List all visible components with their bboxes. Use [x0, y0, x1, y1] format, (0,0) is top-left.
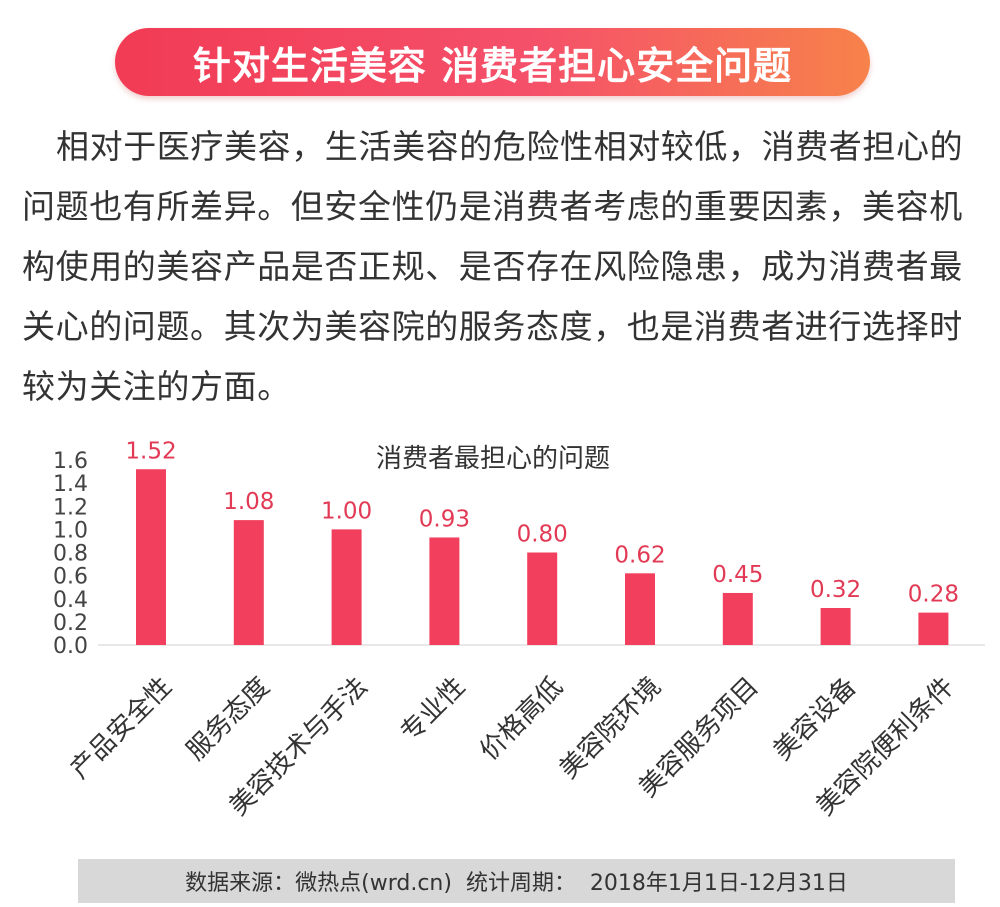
bar	[918, 612, 949, 645]
y-tick-label: 0.6	[53, 565, 88, 590]
y-tick-label: 0.4	[53, 588, 88, 613]
data-label: 1.52	[125, 438, 176, 464]
bar	[136, 469, 166, 645]
y-tick-label: 1.6	[53, 449, 88, 474]
data-label: 0.80	[517, 522, 568, 548]
x-tick-label: 服务态度	[181, 672, 276, 767]
bar	[820, 608, 851, 645]
x-tick-label: 价格高低	[474, 672, 569, 767]
bar	[233, 520, 264, 645]
bar	[625, 573, 655, 645]
y-tick-label: 0.0	[53, 634, 88, 659]
data-label: 0.32	[810, 577, 861, 603]
x-tick-label: 专业性	[395, 672, 471, 748]
bar	[331, 529, 362, 645]
data-label: 0.93	[419, 506, 470, 532]
source-footer: 数据来源：微热点(wrd.cn) 统计周期： 2018年1月1日-12月31日	[78, 859, 955, 903]
title-banner: 针对生活美容 消费者担心安全问题	[115, 28, 870, 96]
y-tick-label: 0.8	[53, 542, 88, 567]
bar	[429, 537, 460, 645]
chart-title: 消费者最担心的问题	[376, 444, 610, 474]
value-labels: 1.52 1.08 1.00 0.93 0.80 0.62 0.45 0.32 0.28	[125, 438, 959, 607]
x-tick-label: 美容设备	[768, 672, 863, 767]
x-tick-label: 产品安全性	[65, 672, 178, 785]
page-title: 针对生活美容 消费者担心安全问题	[192, 43, 793, 88]
y-tick-label: 1.2	[53, 495, 88, 520]
y-axis-ticks: 0.00.20.40.60.81.01.21.41.6	[53, 449, 88, 659]
data-label: 0.62	[614, 542, 665, 568]
bar	[722, 592, 753, 645]
intro-paragraph: 相对于医疗美容，生活美容的危险性相对较低，消费者担心的问题也有所差异。但安全性仍…	[22, 127, 964, 406]
y-tick-label: 1.0	[53, 518, 88, 543]
data-label: 1.00	[321, 498, 372, 524]
data-label: 0.45	[712, 562, 763, 588]
source-text: 数据来源：微热点(wrd.cn) 统计周期： 2018年1月1日-12月31日	[185, 871, 848, 896]
data-label: 1.08	[223, 489, 274, 515]
bar-chart: 消费者最担心的问题 0.00.20.40.60.81.01.21.41.6 1.…	[53, 438, 985, 822]
y-tick-label: 0.2	[53, 611, 88, 636]
y-tick-label: 1.4	[53, 472, 88, 497]
bars	[136, 469, 949, 645]
data-label: 0.28	[908, 582, 959, 608]
bar	[527, 552, 558, 645]
